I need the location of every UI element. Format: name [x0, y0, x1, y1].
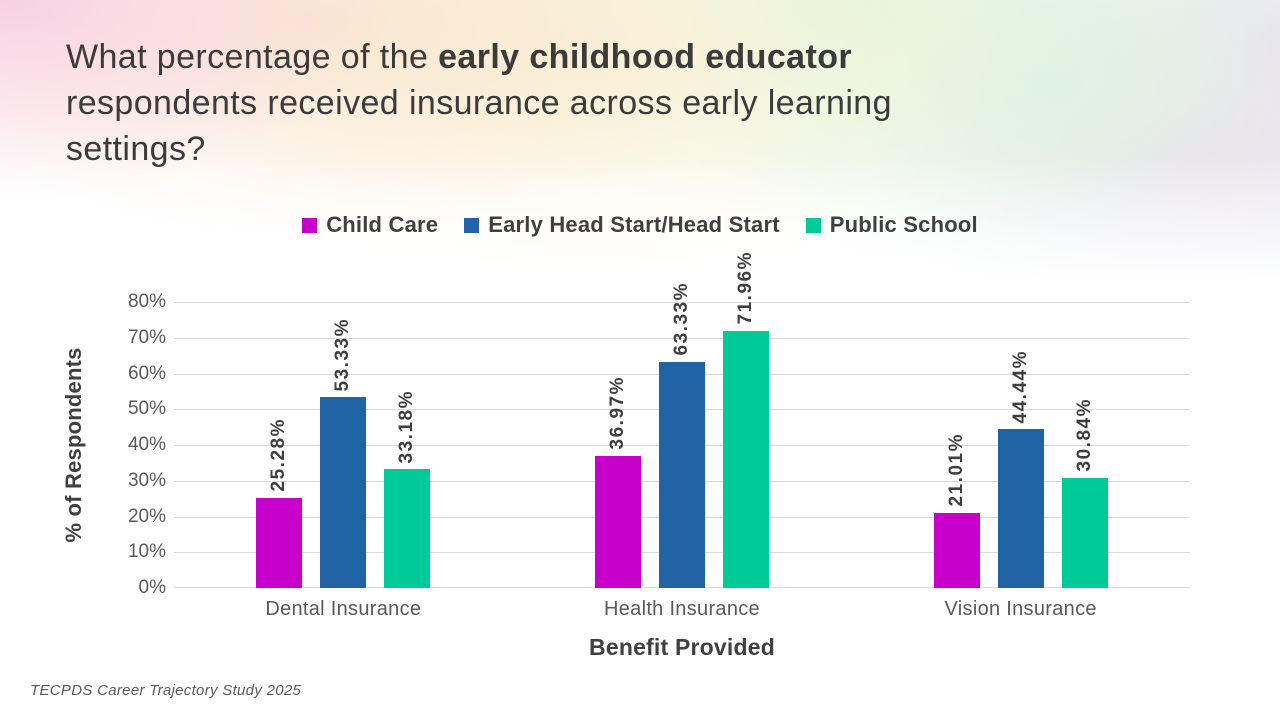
bar-child-care: [256, 497, 303, 588]
x-category-label: Health Insurance: [603, 598, 760, 620]
bar-value-label: 33.18%: [396, 389, 418, 464]
legend-label: Early Head Start/Head Start: [488, 212, 780, 237]
gridline-70%: [174, 337, 1190, 339]
title-regular-part: What percentage of the: [66, 38, 439, 76]
legend-swatch-icon: [302, 217, 318, 233]
slide-title-line3: settings?: [66, 130, 206, 169]
footer-source-note: TECPDS Career Trajectory Study 2025: [30, 682, 302, 699]
y-tick-label: 20%: [127, 505, 166, 527]
x-category-label: Vision Insurance: [944, 598, 1097, 620]
y-tick-label: 60%: [127, 362, 166, 384]
legend-label: Public School: [829, 212, 978, 237]
legend-item-child-care: Child Care: [302, 212, 438, 238]
legend-item-early-head-start-head-start: Early Head Start/Head Start: [464, 212, 780, 238]
bar-value-label: 53.33%: [332, 317, 354, 392]
slide-title: What percentage of the early childhood e…: [66, 34, 1206, 173]
legend-swatch-icon: [464, 217, 480, 233]
legend-item-public-school: Public School: [805, 212, 978, 238]
bar-child-care: [595, 455, 641, 588]
bar-value-label: 25.28%: [268, 418, 290, 492]
bar-child-care: [933, 512, 980, 588]
bar-early-head-start-head-start: [659, 361, 705, 588]
bar-public-school: [1061, 477, 1108, 588]
bar-public-school: [384, 469, 431, 588]
bar-early-head-start-head-start: [320, 397, 367, 588]
gridline-80%: [174, 302, 1190, 303]
bar-early-head-start-head-start: [997, 429, 1044, 588]
bar-value-label: 63.33%: [671, 282, 692, 356]
slide-title-line2: respondents received insurance across ea…: [66, 84, 892, 123]
legend-swatch-icon: [805, 217, 821, 233]
slide-title-text: What percentage of the early childhood e…: [66, 34, 1206, 80]
x-category-label: Dental Insurance: [265, 598, 422, 620]
y-tick-label: 30%: [127, 469, 166, 491]
bar-value-label: 71.96%: [735, 251, 756, 325]
title-bold-part: early childhood educator: [438, 38, 852, 76]
x-axis-title: Benefit Provided: [589, 634, 775, 660]
legend-label: Child Care: [326, 212, 439, 237]
y-tick-label: 40%: [127, 434, 166, 455]
pastel-background-gradient: [0, 0, 1280, 300]
bar-public-school: [723, 330, 769, 588]
bar-value-label: 21.01%: [945, 433, 967, 507]
y-tick-label: 50%: [127, 398, 166, 420]
y-axis-title: % of Respondents: [61, 347, 86, 543]
legend: Child Care Early Head Start/Head Start Pub…: [0, 212, 1280, 238]
bar-value-label: 44.44%: [1009, 349, 1031, 424]
bar-value-label: 30.84%: [1073, 398, 1095, 472]
plot-area: 0% 10% 20% 30% 40% 50% 60% 70% 80% Dental Insuran…: [128, 251, 1190, 620]
y-tick-label: 10%: [127, 541, 166, 563]
y-tick-label: 70%: [127, 326, 166, 348]
bar-value-label: 36.97%: [607, 376, 628, 450]
y-tick-label: 80%: [127, 291, 166, 312]
y-tick-label: 0%: [138, 577, 166, 598]
